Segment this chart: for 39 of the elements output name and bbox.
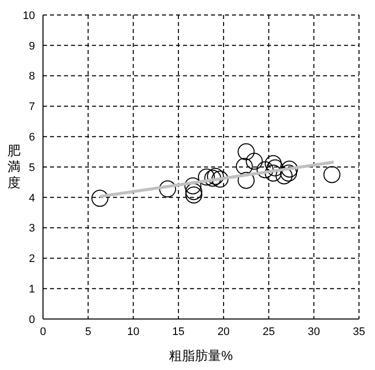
- y-tick-label: 8: [28, 70, 35, 83]
- y-tick-label: 10: [22, 10, 35, 22]
- y-tick-label: 7: [28, 101, 35, 114]
- y-tick-label: 0: [28, 314, 35, 326]
- point: [238, 172, 255, 189]
- point: [211, 170, 228, 188]
- y-tick-label: 6: [28, 132, 35, 144]
- point: [264, 164, 282, 182]
- x-tick-label: 0: [40, 326, 46, 338]
- x-tick-label: 15: [172, 326, 185, 338]
- point: [280, 164, 298, 182]
- point: [185, 186, 202, 204]
- y-axis-title: 肥満度: [7, 143, 21, 191]
- x-tick-label: 5: [85, 326, 92, 338]
- point: [323, 166, 340, 184]
- point: [198, 168, 215, 186]
- point: [266, 159, 284, 176]
- point: [236, 158, 253, 175]
- x-tick-label: 10: [127, 326, 140, 338]
- point: [238, 143, 255, 160]
- x-tick-label: 35: [352, 326, 366, 338]
- point: [185, 183, 202, 200]
- y-tick-label: 4: [28, 192, 35, 204]
- y-tick-label: 9: [28, 40, 35, 52]
- x-tick-label: 25: [262, 326, 275, 338]
- y-tick-label: 1: [28, 284, 35, 296]
- x-tick-label: 20: [217, 326, 230, 338]
- y-tick-label: 2: [28, 253, 35, 266]
- point: [91, 190, 108, 207]
- x-tick-label: 30: [308, 326, 320, 338]
- y-tick-label: 5: [28, 162, 35, 174]
- point: [159, 180, 176, 198]
- y-tick-label: 3: [28, 222, 35, 235]
- point: [280, 160, 298, 178]
- point: [246, 152, 263, 170]
- x-axis-title: 粗脂肪量%: [169, 348, 234, 363]
- point: [184, 177, 202, 194]
- point: [276, 167, 293, 184]
- point: [256, 161, 274, 178]
